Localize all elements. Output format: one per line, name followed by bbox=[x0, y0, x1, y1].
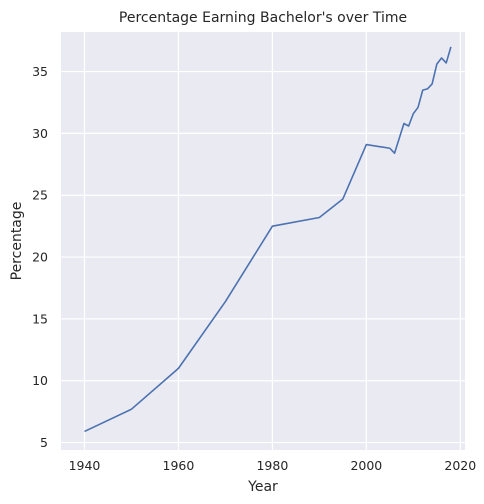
x-tick-label: 1940 bbox=[69, 458, 101, 473]
x-tick-label: 2000 bbox=[350, 458, 382, 473]
series-line bbox=[84, 46, 452, 433]
x-tick-labels: 1940 1960 1980 2000 2020 bbox=[69, 458, 477, 473]
x-tick-label: 1980 bbox=[256, 458, 288, 473]
y-tick-label: 5 bbox=[40, 435, 48, 450]
y-tick-label: 15 bbox=[32, 311, 48, 326]
y-axis-label: Percentage bbox=[9, 202, 25, 281]
x-axis-label: Year bbox=[247, 479, 278, 495]
y-tick-label: 35 bbox=[32, 64, 48, 79]
y-tick-label: 25 bbox=[32, 188, 48, 203]
x-tick-label: 1960 bbox=[163, 458, 195, 473]
x-tick-label: 2020 bbox=[444, 458, 476, 473]
y-tick-label: 20 bbox=[32, 250, 48, 265]
y-tick-label: 30 bbox=[32, 126, 48, 141]
chart-title: Percentage Earning Bachelor's over Time bbox=[119, 10, 407, 26]
y-tick-label: 10 bbox=[32, 373, 48, 388]
y-tick-labels: 5 10 15 20 25 30 35 bbox=[32, 64, 48, 450]
grid bbox=[61, 32, 465, 450]
